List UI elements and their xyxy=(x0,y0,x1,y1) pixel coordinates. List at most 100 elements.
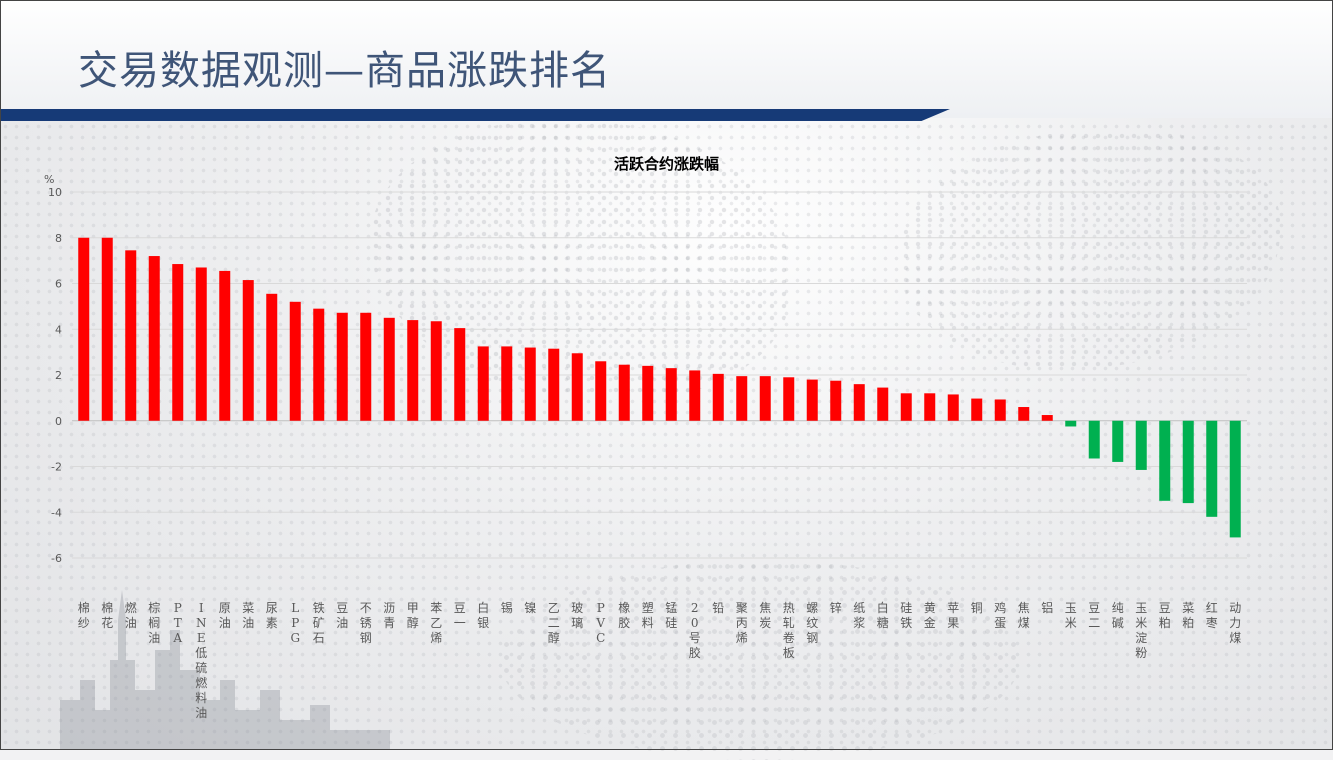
bar xyxy=(1112,420,1124,462)
world-map-dots-bottom xyxy=(500,560,1020,760)
bar xyxy=(830,380,842,421)
bar xyxy=(78,237,90,421)
x-tick-label: 焦煤 xyxy=(1018,601,1030,630)
bar xyxy=(665,368,677,421)
x-tick-label: 橡胶 xyxy=(618,601,630,630)
x-tick-label: 白糖 xyxy=(877,600,889,630)
bar xyxy=(266,293,278,421)
x-tick-label: 硅铁 xyxy=(900,601,912,630)
x-tick-label: 不锈钢 xyxy=(360,601,372,645)
x-tick-label: 螺纹钢 xyxy=(806,601,818,645)
bar xyxy=(971,398,983,421)
x-tick-label: 2 0 号胶 xyxy=(689,601,701,660)
bar xyxy=(947,394,959,421)
x-tick-label: 玉米淀粉 xyxy=(1135,601,1147,660)
x-tick-label: 铁矿石 xyxy=(313,601,325,645)
x-tick-label: 聚丙烯 xyxy=(736,601,748,645)
x-tick-label: 黄金 xyxy=(924,601,936,630)
bar xyxy=(877,387,889,421)
bar xyxy=(712,373,724,421)
x-tick-label: 动力煤 xyxy=(1229,601,1241,645)
y-tick-label: -4 xyxy=(51,506,62,519)
x-tick-label: 甲醇 xyxy=(407,601,419,630)
bar xyxy=(689,370,701,421)
y-tick-label: 4 xyxy=(55,323,62,336)
bar xyxy=(642,365,654,421)
bar xyxy=(313,308,325,421)
x-tick-label: 焦炭 xyxy=(759,601,771,630)
y-tick-label: 8 xyxy=(55,232,62,245)
x-tick-label: 铜 xyxy=(971,600,983,615)
bar xyxy=(430,321,442,421)
x-tick-label: 锡 xyxy=(501,600,513,615)
x-tick-label: 玻璃 xyxy=(571,601,583,630)
bar xyxy=(1088,420,1100,459)
bar xyxy=(195,267,207,421)
x-tick-label: 白银 xyxy=(477,600,489,630)
x-tick-label: 铝 xyxy=(1041,600,1053,615)
bar xyxy=(524,347,536,421)
x-tick-label: 红枣 xyxy=(1206,600,1218,630)
bar xyxy=(1018,407,1030,421)
bar xyxy=(994,399,1006,421)
x-tick-label: 苯乙烯 xyxy=(430,601,442,645)
chart-title: 活跃合约涨跌幅 xyxy=(613,155,719,173)
bar xyxy=(101,237,113,421)
y-tick-label: -6 xyxy=(51,552,62,565)
x-tick-label: 棉纱 xyxy=(78,601,90,630)
bar xyxy=(383,317,395,421)
bar xyxy=(736,376,748,421)
bar xyxy=(1135,420,1147,470)
bar xyxy=(1182,420,1194,504)
x-tick-label: 豆一 xyxy=(454,601,466,630)
bar xyxy=(407,320,419,421)
bar xyxy=(336,312,348,421)
bar xyxy=(360,312,372,421)
bar xyxy=(1206,420,1218,517)
bar xyxy=(477,346,489,421)
x-tick-label: 铅 xyxy=(712,601,724,615)
y-tick-label: 6 xyxy=(55,278,62,291)
bar xyxy=(172,264,184,421)
city-skyline-decoration xyxy=(60,590,390,750)
bar xyxy=(759,376,771,421)
x-tick-label: 热轧卷板 xyxy=(783,601,795,660)
x-tick-label: 纸浆 xyxy=(853,601,865,630)
bar xyxy=(1065,420,1077,427)
bar xyxy=(454,328,466,421)
x-tick-label: 棉花 xyxy=(101,601,113,630)
x-tick-label: 乙二醇 xyxy=(548,601,560,645)
x-tick-label: 原油 xyxy=(219,601,231,630)
x-tick-label: 豆油 xyxy=(336,601,348,630)
x-tick-label: 锌 xyxy=(830,601,842,615)
x-tick-label: 苹果 xyxy=(947,601,959,630)
x-tick-label: 燃油 xyxy=(125,600,137,630)
x-tick-label: 鸡蛋 xyxy=(994,600,1006,630)
x-tick-label: 豆二 xyxy=(1088,601,1100,630)
bar xyxy=(595,361,607,421)
y-tick-label: 10 xyxy=(48,186,62,199)
x-tick-label: 豆粕 xyxy=(1159,601,1171,630)
bar xyxy=(1041,415,1053,421)
header-bar xyxy=(0,0,1333,118)
bar xyxy=(242,280,254,421)
x-tick-label: I N E 低硫燃料油 xyxy=(195,601,207,720)
bar xyxy=(148,256,160,421)
x-tick-label: 菜油 xyxy=(242,601,254,630)
x-tick-label: 沥青 xyxy=(383,601,395,630)
bar xyxy=(1229,420,1241,538)
x-tick-label: 尿素 xyxy=(266,601,278,630)
x-tick-label: 锰硅 xyxy=(665,600,677,630)
bar xyxy=(219,270,231,421)
x-tick-label: 镍 xyxy=(524,601,536,615)
x-tick-label: 纯碱 xyxy=(1112,601,1124,630)
bar xyxy=(806,379,818,421)
x-tick-label: 棕榈油 xyxy=(148,600,160,645)
x-tick-label: 菜粕 xyxy=(1182,601,1194,630)
bar xyxy=(618,364,630,421)
x-tick-label: 塑料 xyxy=(642,600,654,630)
bar xyxy=(900,393,912,421)
